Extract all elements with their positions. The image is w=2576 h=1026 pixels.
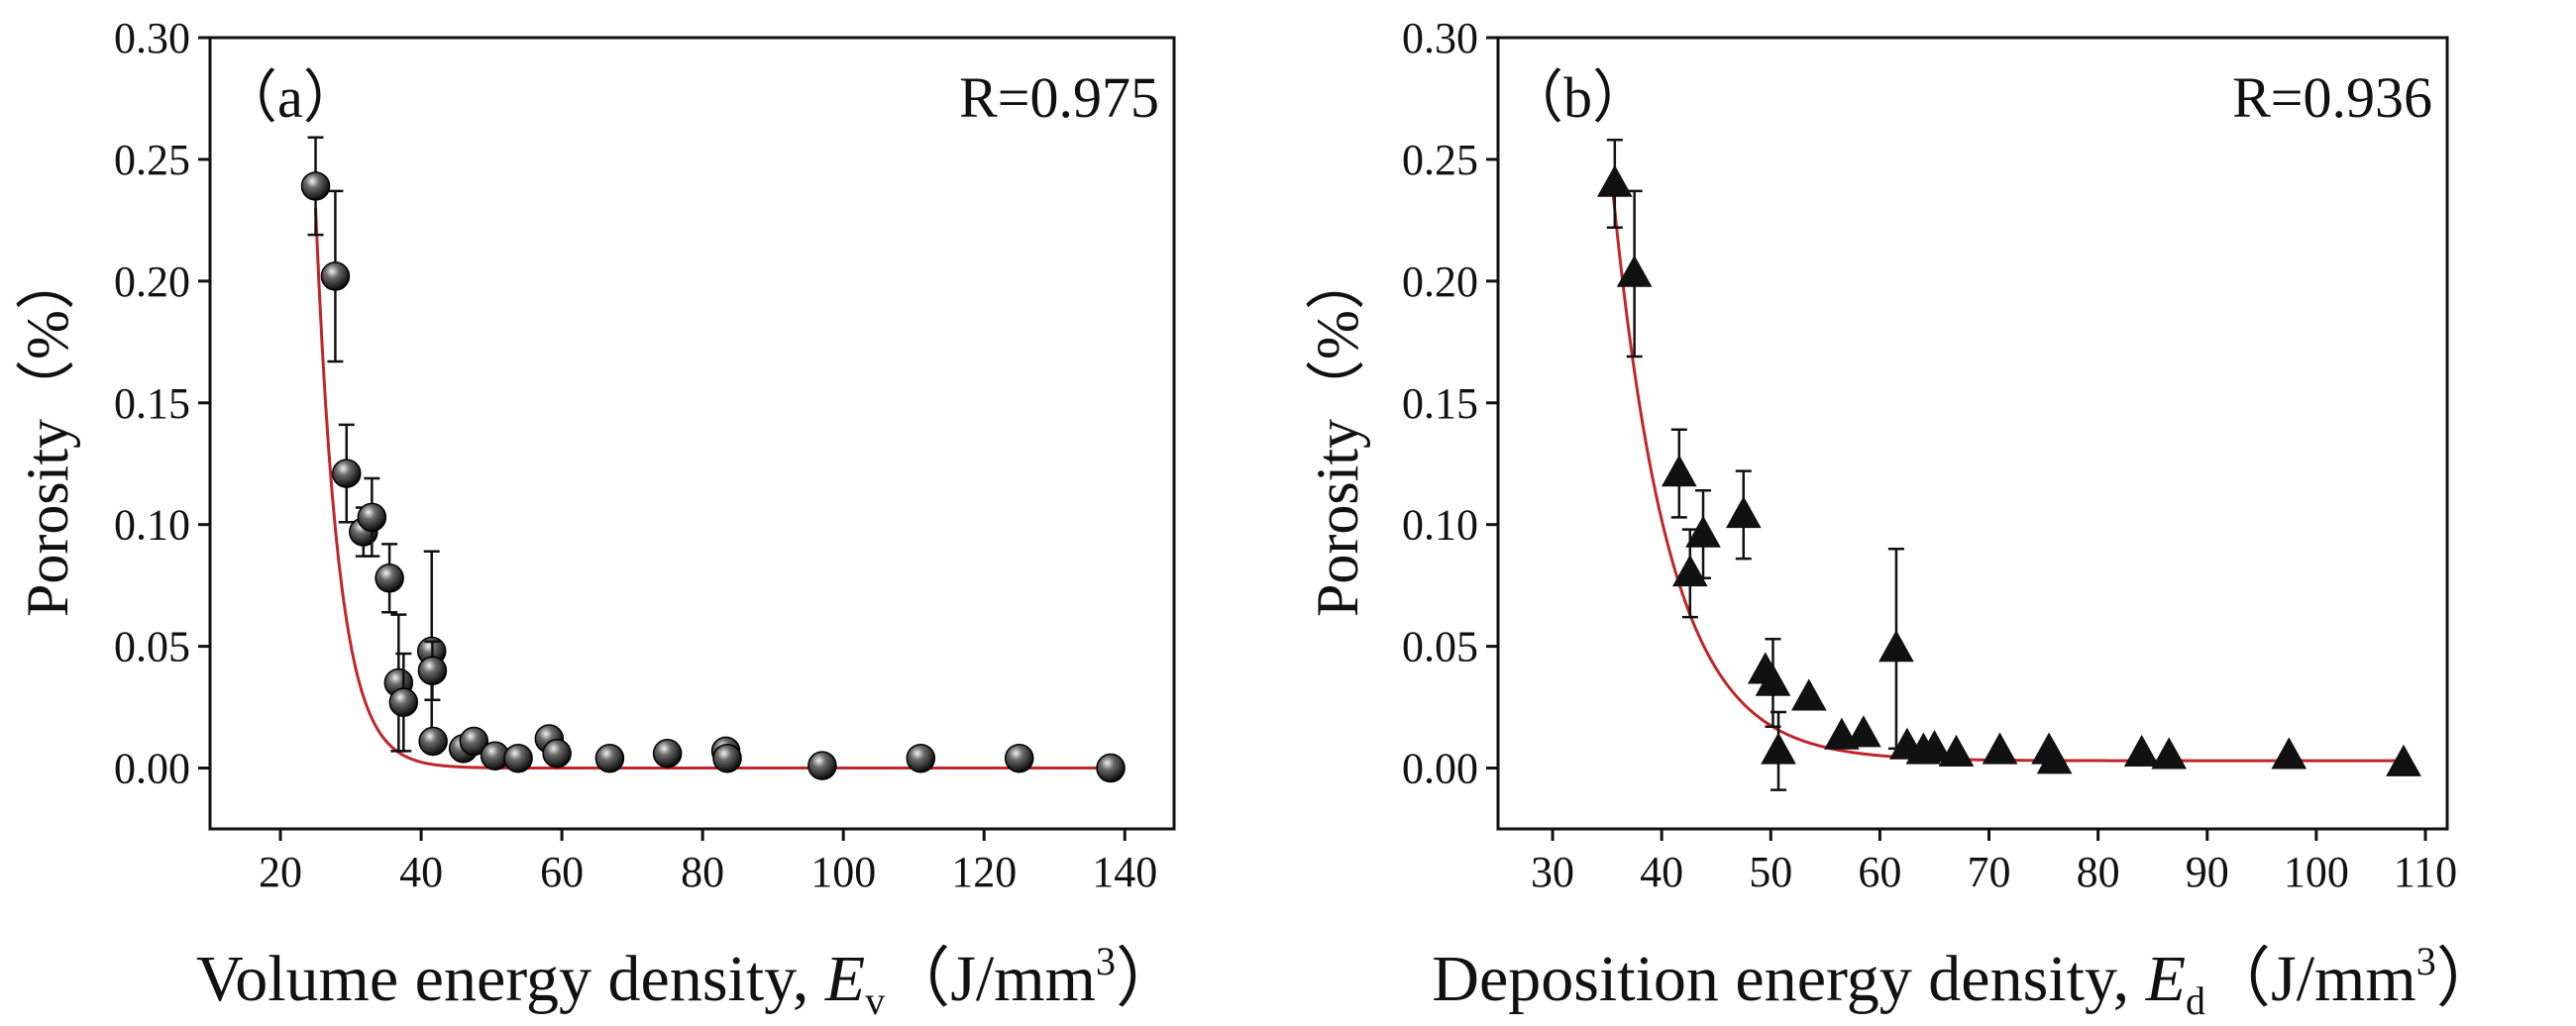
data-point bbox=[2123, 734, 2160, 767]
data-point bbox=[357, 502, 387, 533]
data-point bbox=[1761, 732, 1796, 765]
chart-panel-b: 30 40 50 60 70 80 90 100 110 0.00 0.05 0.10 0.15 0.20… bbox=[1305, 14, 2502, 1023]
x-tick-label: 40 bbox=[399, 848, 443, 896]
data-point bbox=[417, 656, 448, 685]
x-label-sub-a: v bbox=[865, 978, 885, 1023]
data-point bbox=[652, 739, 683, 769]
data-point bbox=[542, 739, 572, 769]
data-point bbox=[2386, 744, 2421, 776]
plot-frame bbox=[1496, 36, 2449, 831]
x-label-close-a: ） bbox=[1116, 943, 1181, 1015]
data-point bbox=[503, 743, 533, 773]
x-tick-label: 30 bbox=[1531, 848, 1574, 896]
y-tick-label: 0.10 bbox=[114, 501, 190, 550]
y-tick-label: 0.20 bbox=[114, 257, 190, 306]
x-label-symbol-a: E bbox=[824, 943, 865, 1015]
y-tick-label: 0.30 bbox=[1402, 14, 1478, 62]
data-point bbox=[1846, 715, 1881, 748]
data-point bbox=[1938, 734, 1975, 767]
data-point bbox=[1671, 554, 1708, 587]
x-tick-label: 120 bbox=[951, 848, 1017, 896]
x-tick-label: 80 bbox=[681, 848, 724, 896]
y-tick-label: 0.10 bbox=[1402, 501, 1478, 550]
y-tick-label: 0.05 bbox=[1402, 623, 1478, 671]
data-point bbox=[459, 726, 489, 757]
data-point bbox=[807, 751, 837, 780]
x-tick-label: 140 bbox=[1092, 848, 1157, 896]
axes-b: 30 40 50 60 70 80 90 100 110 0.00 0.05 0.10 0.15 0.20… bbox=[1402, 14, 2457, 896]
x-tick-label: 100 bbox=[810, 848, 876, 896]
data-point bbox=[1096, 753, 1126, 783]
x-tick-label: 60 bbox=[1858, 848, 1901, 896]
plot-frame bbox=[208, 36, 1176, 831]
data-point bbox=[1661, 455, 1697, 487]
data-point bbox=[1755, 664, 1791, 696]
data-point bbox=[375, 564, 404, 593]
fit-curve bbox=[1611, 188, 2410, 763]
x-label-prefix-b: Deposition energy density, bbox=[1432, 943, 2145, 1015]
panel-label-a: （a） bbox=[220, 65, 361, 130]
x-tick-label: 40 bbox=[1640, 848, 1683, 896]
data-point bbox=[1790, 678, 1827, 711]
data-point bbox=[2271, 737, 2308, 770]
data-point bbox=[418, 726, 448, 757]
data-point bbox=[1878, 630, 1914, 663]
x-label-close-b: ） bbox=[2436, 943, 2502, 1015]
data-point bbox=[388, 687, 419, 717]
y-tick-label: 0.05 bbox=[114, 623, 190, 671]
x-tick-label: 100 bbox=[2284, 848, 2349, 896]
data-point bbox=[332, 459, 362, 488]
data-point bbox=[1616, 255, 1653, 287]
x-tick-label: 90 bbox=[2186, 848, 2229, 896]
x-label-prefix-a: Volume energy density, bbox=[196, 943, 825, 1015]
y-tick-label: 0.00 bbox=[1402, 745, 1478, 793]
data-point bbox=[906, 743, 936, 773]
y-tick-label: 0.25 bbox=[114, 136, 190, 184]
fit-curve bbox=[314, 208, 1112, 770]
x-label-sup-a: 3 bbox=[1096, 939, 1116, 983]
x-tick-label: 50 bbox=[1749, 848, 1792, 896]
y-axis-label-a: Porosity（%） bbox=[15, 251, 80, 617]
x-label-unit-b: （J/mm bbox=[2205, 943, 2416, 1015]
x-label-sub-b: d bbox=[2186, 978, 2205, 1023]
data-point bbox=[712, 743, 742, 773]
x-axis-label-b: Deposition energy density, Ed（J/mm3） bbox=[1432, 939, 2501, 1023]
data-point bbox=[1725, 495, 1762, 529]
data-point bbox=[1685, 515, 1721, 548]
data-point bbox=[2151, 737, 2188, 770]
chart-panel-a: 20 40 60 80 100 120 140 0.00 0.05 0.10 0.15 0.20 0.2… bbox=[15, 14, 1181, 1023]
y-tick-label: 0.00 bbox=[114, 745, 190, 793]
x-label-symbol-b: E bbox=[2145, 943, 2186, 1015]
panel-label-b: （b） bbox=[1506, 65, 1650, 130]
r-value-b: R=0.936 bbox=[2232, 65, 2432, 130]
y-axis-label-b: Porosity（%） bbox=[1305, 251, 1370, 617]
data-point bbox=[2036, 742, 2073, 774]
y-tick-label: 0.25 bbox=[1402, 136, 1478, 184]
data-point bbox=[1005, 743, 1034, 773]
x-tick-label: 80 bbox=[2077, 848, 2120, 896]
y-tick-label: 0.15 bbox=[1402, 379, 1478, 428]
data-point bbox=[1982, 732, 2018, 765]
x-tick-label: 60 bbox=[540, 848, 584, 896]
x-tick-label: 70 bbox=[1968, 848, 2011, 896]
x-label-sup-b: 3 bbox=[2416, 939, 2436, 983]
y-tick-label: 0.20 bbox=[1402, 257, 1478, 306]
data-point bbox=[300, 171, 331, 201]
y-tick-label: 0.15 bbox=[114, 379, 190, 428]
data-point bbox=[320, 261, 351, 291]
x-axis-label-a: Volume energy density, Ev（J/mm3） bbox=[196, 939, 1181, 1023]
x-tick-label: 110 bbox=[2394, 848, 2457, 896]
x-tick-label: 20 bbox=[259, 848, 302, 896]
data-point bbox=[1916, 729, 1953, 763]
r-value-a: R=0.975 bbox=[959, 65, 1159, 130]
axes-a: 20 40 60 80 100 120 140 0.00 0.05 0.10 0.15 0.20 0.2… bbox=[114, 14, 1176, 896]
x-label-unit-a: （J/mm bbox=[885, 943, 1096, 1015]
data-point bbox=[594, 743, 625, 773]
data-point bbox=[1596, 164, 1633, 197]
y-tick-label: 0.30 bbox=[114, 14, 190, 62]
